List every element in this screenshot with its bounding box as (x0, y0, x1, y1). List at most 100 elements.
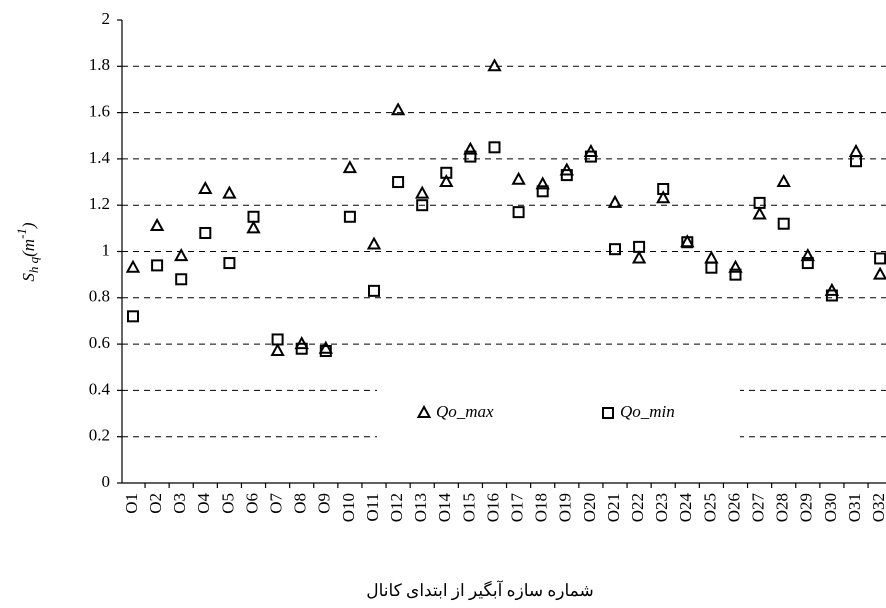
x-axis-label: شماره سازه آبگیر از ابتدای کانال (366, 579, 594, 601)
square-marker (512, 206, 525, 219)
x-tick-label: O13 (411, 493, 430, 522)
triangle-marker (487, 58, 502, 72)
square-marker (416, 199, 429, 212)
triangle-marker (631, 250, 647, 264)
square-marker (850, 155, 862, 168)
square-marker (271, 333, 284, 346)
triangle-marker (607, 194, 623, 208)
square-marker (609, 243, 621, 256)
square-marker (536, 185, 549, 198)
triangle-marker (149, 217, 165, 232)
x-tick-label: O27 (749, 493, 768, 523)
square-marker (801, 257, 814, 270)
x-tick-label: O29 (797, 493, 816, 522)
x-tick-label: O10 (339, 493, 358, 522)
y-tick-label: 0.4 (89, 379, 111, 398)
triangle-marker (174, 248, 189, 262)
x-tick-label: O12 (387, 493, 406, 522)
x-tick-label: O8 (291, 493, 310, 514)
square-marker (560, 169, 573, 182)
y-axis-label: Sh q(m-1) (14, 222, 41, 282)
square-marker (602, 407, 614, 419)
square-marker (175, 273, 188, 286)
legend-box (377, 372, 740, 450)
triangle-marker (198, 180, 213, 194)
x-tick-label: O18 (532, 493, 551, 522)
x-tick-label: O17 (508, 493, 527, 523)
square-marker (343, 210, 356, 223)
x-tick-label: O1 (122, 493, 141, 514)
square-marker (874, 252, 886, 265)
triangle-marker (656, 190, 671, 204)
y-label-unit: (m (19, 239, 38, 257)
square-marker (729, 268, 742, 281)
x-tick-label: O4 (194, 493, 213, 514)
square-marker (295, 342, 308, 355)
triangle-marker (390, 102, 406, 116)
square-marker (223, 257, 236, 270)
triangle-marker (800, 248, 815, 262)
triangle-marker (463, 141, 478, 155)
y-tick-label: 0 (102, 472, 111, 491)
triangle-marker (246, 220, 261, 234)
x-tick-label: O31 (845, 493, 864, 522)
y-tick-label: 0.6 (89, 333, 110, 352)
square-marker (488, 141, 501, 154)
square-marker (681, 236, 694, 249)
square-marker (753, 196, 766, 209)
x-tick-label: O6 (242, 493, 261, 514)
x-tick-label: O26 (724, 493, 743, 522)
x-tick-label: O21 (604, 493, 623, 522)
square-marker (247, 210, 260, 223)
x-tick-label: O14 (435, 493, 454, 523)
triangle-marker (318, 340, 333, 354)
square-marker (392, 176, 405, 189)
square-marker (584, 150, 597, 163)
x-tick-label: O30 (821, 493, 840, 522)
y-tick-label: 1.6 (89, 102, 110, 121)
y-tick-label: 0.2 (89, 426, 110, 445)
x-tick-label: O24 (676, 493, 695, 523)
x-tick-label: O28 (773, 493, 792, 522)
legend-label: Qo_max (436, 402, 494, 421)
y-label-close: ) (19, 222, 38, 229)
x-tick-label: O20 (580, 493, 599, 522)
triangle-marker (776, 173, 791, 188)
triangle-marker (728, 259, 743, 273)
triangle-marker (270, 342, 285, 357)
triangle-marker (125, 259, 141, 273)
square-marker (825, 289, 838, 302)
x-tick-label: O15 (459, 493, 478, 522)
triangle-marker (535, 176, 550, 190)
x-tick-label: O2 (146, 493, 165, 514)
square-marker (199, 226, 212, 239)
y-tick-label: 1.8 (89, 55, 110, 74)
x-tick-label: O22 (628, 493, 647, 522)
y-label-superscript: -1 (14, 228, 29, 239)
x-tick-label: O16 (483, 493, 502, 522)
triangle-marker (704, 250, 719, 264)
x-tick-label: O25 (700, 493, 719, 522)
x-tick-label: O9 (315, 493, 334, 514)
square-marker (368, 284, 380, 297)
square-marker (657, 182, 670, 195)
square-marker (777, 217, 790, 230)
x-tick-label: O3 (170, 493, 189, 514)
x-tick-label: O11 (363, 493, 382, 522)
triangle-marker (511, 171, 526, 185)
square-marker (440, 166, 453, 179)
triangle-marker (416, 404, 432, 418)
square-marker (633, 240, 646, 253)
y-tick-label: 1.2 (89, 194, 110, 213)
triangle-marker (848, 143, 864, 157)
triangle-marker (366, 236, 382, 250)
y-label-main: S (19, 273, 38, 282)
x-tick-label: O32 (869, 493, 886, 522)
x-tick-label: O7 (267, 493, 286, 514)
square-marker (464, 150, 477, 163)
y-tick-label: 1.4 (89, 148, 111, 167)
y-tick-label: 1 (102, 240, 111, 259)
y-tick-label: 2 (102, 9, 111, 28)
